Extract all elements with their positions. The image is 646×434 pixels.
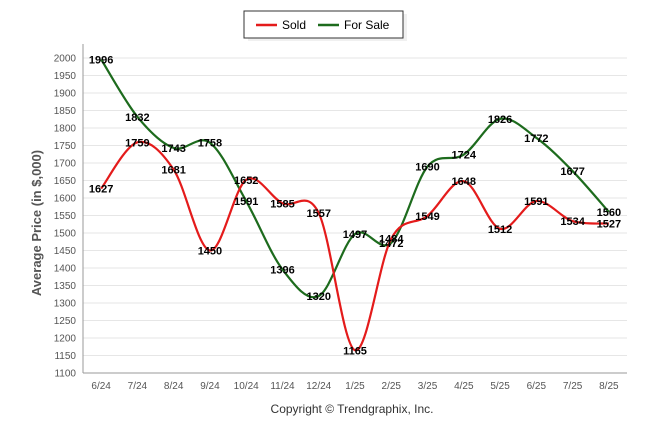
y-tick-label: 1750 (54, 141, 77, 152)
axes (82, 44, 627, 374)
y-tick-label: 1550 (54, 211, 77, 222)
data-label-sold: 1450 (198, 246, 222, 258)
y-tick-label: 1200 (54, 334, 77, 345)
data-label-for-sale: 1677 (560, 166, 584, 178)
legend-label-for-sale: For Sale (344, 18, 390, 32)
data-label-sold: 1512 (488, 224, 512, 236)
data-label-sold: 1484 (379, 234, 404, 246)
y-tick-label: 1250 (54, 316, 77, 327)
data-label-for-sale: 1396 (270, 264, 294, 276)
data-label-sold: 1627 (89, 184, 113, 196)
y-tick-label: 1950 (54, 71, 77, 82)
legend-label-sold: Sold (282, 18, 306, 32)
x-tick-label: 12/24 (306, 381, 331, 392)
x-tick-label: 5/25 (490, 381, 510, 392)
data-label-for-sale: 1497 (343, 229, 367, 241)
x-tick-label: 9/24 (200, 381, 220, 392)
y-tick-label: 1450 (54, 246, 77, 257)
data-labels: 1627 1759 1681 1450 1652 1585 1557 1165 1484 1549… (89, 54, 621, 357)
x-tick-label: 6/24 (91, 381, 111, 392)
y-tick-label: 1400 (54, 264, 77, 275)
data-label-for-sale: 1743 (161, 143, 185, 155)
y-tick-label: 1700 (54, 159, 77, 170)
data-label-for-sale: 1826 (488, 114, 512, 126)
data-label-sold: 1648 (452, 176, 476, 188)
x-tick-label: 8/24 (164, 381, 184, 392)
legend: Sold For Sale (243, 10, 407, 41)
data-label-sold: 1557 (306, 208, 330, 220)
y-tick-label: 1800 (54, 124, 77, 135)
data-label-sold: 1759 (125, 137, 149, 149)
y-tick-label: 1850 (54, 106, 77, 117)
y-tick-label: 1300 (54, 299, 77, 310)
y-tick-label: 1600 (54, 194, 77, 205)
data-label-sold: 1681 (161, 165, 185, 177)
y-tick-label: 1350 (54, 281, 77, 292)
x-tick-labels: 6/24 7/24 8/24 9/24 10/24 11/24 12/24 1/25 2/25 3… (91, 381, 619, 392)
data-label-sold: 1527 (597, 219, 621, 231)
copyright-footer: Copyright © Trendgraphix, Inc. (271, 402, 434, 416)
y-tick-label: 1150 (54, 351, 76, 362)
y-tick-label: 1650 (54, 176, 77, 187)
data-label-for-sale: 1591 (234, 196, 258, 208)
data-label-for-sale: 1724 (452, 150, 477, 162)
x-tick-label: 2/25 (382, 381, 402, 392)
y-tick-label: 2000 (54, 54, 77, 65)
x-tick-label: 7/25 (563, 381, 583, 392)
y-tick-label: 1500 (54, 229, 77, 240)
data-label-sold: 1652 (234, 175, 258, 187)
y-axis-label: Average Price (in $,000) (29, 150, 44, 296)
x-tick-label: 7/24 (128, 381, 148, 392)
x-tick-label: 6/25 (527, 381, 547, 392)
data-label-sold: 1165 (343, 345, 367, 357)
data-label-sold: 1534 (560, 216, 585, 228)
data-label-for-sale: 1996 (89, 54, 113, 66)
series-lines (100, 58, 610, 352)
y-tick-label: 1900 (54, 89, 77, 100)
data-label-for-sale: 1758 (198, 138, 222, 150)
data-label-for-sale: 1690 (415, 162, 439, 174)
x-tick-label: 3/25 (418, 381, 438, 392)
y-tick-labels: 1100 1150 1200 1250 1300 1350 1400 1450 1500 1550… (54, 54, 77, 380)
x-tick-label: 10/24 (234, 381, 259, 392)
data-label-for-sale: 1832 (125, 112, 149, 124)
x-tick-label: 1/25 (345, 381, 365, 392)
data-label-sold: 1549 (415, 211, 439, 223)
data-label-for-sale: 1772 (524, 133, 548, 145)
data-label-for-sale: 1320 (306, 291, 330, 303)
series-line-for-sale (100, 58, 610, 299)
x-tick-label: 11/24 (270, 381, 295, 392)
x-tick-label: 8/25 (599, 381, 619, 392)
series-line-sold (100, 140, 609, 352)
gridlines (83, 57, 627, 374)
data-label-for-sale: 1560 (597, 207, 621, 219)
y-tick-label: 1100 (54, 369, 76, 380)
x-tick-label: 4/25 (454, 381, 474, 392)
data-label-sold: 1585 (270, 198, 294, 210)
data-label-for-sale: 1472 (379, 238, 403, 250)
data-label-sold: 1591 (524, 196, 548, 208)
